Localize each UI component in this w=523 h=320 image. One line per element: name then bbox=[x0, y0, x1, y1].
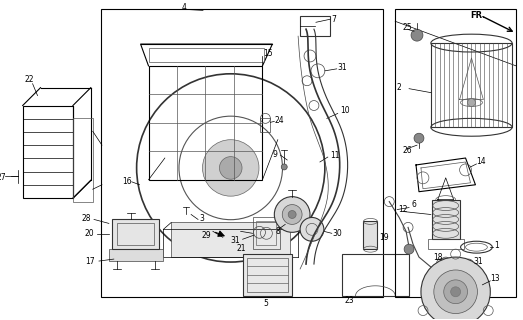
Bar bbox=[73, 118, 93, 202]
Text: 28: 28 bbox=[81, 214, 90, 223]
Bar bbox=[256, 221, 276, 245]
Text: 23: 23 bbox=[345, 296, 354, 305]
Text: 30: 30 bbox=[333, 229, 343, 238]
Circle shape bbox=[275, 197, 310, 232]
Text: 10: 10 bbox=[340, 106, 349, 115]
Text: 14: 14 bbox=[476, 157, 486, 166]
Bar bbox=[300, 16, 330, 36]
Text: 24: 24 bbox=[275, 116, 284, 125]
Text: 26: 26 bbox=[402, 146, 412, 155]
Bar bbox=[149, 48, 265, 62]
Bar bbox=[101, 9, 383, 297]
Circle shape bbox=[411, 29, 423, 41]
Text: 8: 8 bbox=[275, 227, 280, 236]
Bar bbox=[432, 200, 460, 239]
Text: 2: 2 bbox=[396, 83, 401, 92]
Bar bbox=[395, 9, 516, 297]
Text: 3: 3 bbox=[199, 214, 204, 223]
Text: 16: 16 bbox=[122, 177, 131, 186]
Text: 22: 22 bbox=[25, 75, 34, 84]
Text: 21: 21 bbox=[237, 244, 246, 253]
Bar bbox=[246, 258, 288, 292]
Text: 11: 11 bbox=[330, 150, 339, 160]
Text: 27: 27 bbox=[0, 173, 7, 182]
Text: 31: 31 bbox=[473, 257, 483, 266]
Circle shape bbox=[202, 140, 259, 196]
Text: 5: 5 bbox=[263, 299, 268, 308]
Bar bbox=[172, 222, 290, 257]
Circle shape bbox=[434, 270, 477, 314]
Circle shape bbox=[444, 280, 468, 304]
Bar bbox=[149, 66, 263, 180]
Bar bbox=[260, 118, 270, 132]
Text: 31: 31 bbox=[231, 236, 241, 245]
Circle shape bbox=[404, 244, 414, 254]
Text: 13: 13 bbox=[490, 274, 500, 284]
Text: 18: 18 bbox=[433, 252, 442, 261]
Text: 6: 6 bbox=[411, 200, 416, 209]
Text: 19: 19 bbox=[379, 233, 389, 242]
Text: 4: 4 bbox=[181, 3, 186, 12]
Text: 9: 9 bbox=[272, 149, 277, 158]
Circle shape bbox=[281, 164, 287, 170]
Text: 7: 7 bbox=[332, 15, 337, 24]
Text: 29: 29 bbox=[201, 231, 211, 240]
Text: 20: 20 bbox=[84, 229, 94, 238]
Bar bbox=[363, 221, 378, 249]
Bar bbox=[109, 249, 163, 261]
Circle shape bbox=[220, 156, 242, 179]
Circle shape bbox=[421, 257, 490, 320]
Circle shape bbox=[468, 99, 475, 107]
Circle shape bbox=[282, 204, 302, 224]
Text: 17: 17 bbox=[85, 257, 95, 266]
Circle shape bbox=[300, 218, 324, 241]
Text: FR.: FR. bbox=[471, 11, 486, 20]
Circle shape bbox=[288, 211, 296, 219]
Bar bbox=[117, 223, 154, 245]
Bar bbox=[428, 239, 463, 249]
Bar bbox=[243, 254, 292, 296]
Text: 25: 25 bbox=[402, 23, 412, 32]
Text: 1: 1 bbox=[494, 241, 499, 250]
Bar bbox=[253, 218, 280, 249]
Bar bbox=[22, 106, 73, 198]
Text: 31: 31 bbox=[338, 63, 347, 72]
Bar bbox=[431, 43, 512, 127]
Text: 12: 12 bbox=[398, 205, 407, 214]
Bar bbox=[112, 220, 160, 249]
Circle shape bbox=[451, 287, 461, 297]
Text: 15: 15 bbox=[264, 50, 273, 59]
Circle shape bbox=[414, 133, 424, 143]
Bar bbox=[342, 254, 409, 296]
